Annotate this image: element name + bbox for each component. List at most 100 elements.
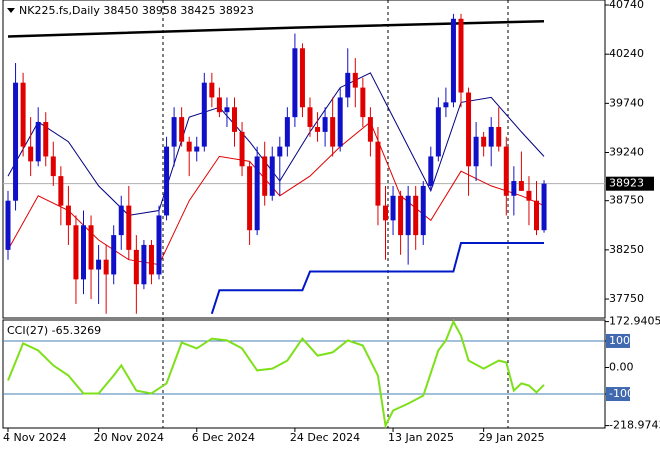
candle-body bbox=[496, 126, 502, 147]
candle-body bbox=[148, 244, 154, 275]
y-tick-label: -218.9743 bbox=[609, 419, 660, 432]
candle-body bbox=[5, 200, 11, 250]
candle-body bbox=[360, 87, 366, 118]
x-tick-label: 13 Jan 2025 bbox=[388, 431, 454, 444]
level-tag bbox=[606, 387, 630, 402]
candle-body bbox=[254, 156, 260, 231]
candle-body bbox=[383, 205, 388, 221]
candle-body bbox=[141, 244, 147, 285]
price-tag bbox=[606, 176, 654, 191]
y-tick-label: 37750 bbox=[609, 292, 644, 305]
candle-body bbox=[541, 183, 547, 231]
chart-title: NK225.fs,Daily 38450 38958 38425 38923 bbox=[19, 4, 254, 17]
candle-body bbox=[216, 97, 222, 113]
candle-body bbox=[277, 146, 283, 157]
price-tag-label: 38923 bbox=[609, 177, 644, 190]
candle-body bbox=[247, 166, 253, 231]
candle-body bbox=[28, 146, 34, 162]
candle-body bbox=[262, 156, 268, 196]
candle-body bbox=[35, 122, 41, 162]
candle-body bbox=[179, 117, 185, 142]
indicator-line bbox=[7, 72, 545, 216]
y-tick-label: 0.00 bbox=[609, 360, 634, 373]
candle-body bbox=[284, 117, 290, 147]
y-tick-label: 40240 bbox=[609, 47, 644, 60]
candle-body bbox=[413, 195, 419, 236]
candle-body bbox=[171, 117, 177, 147]
candle-body bbox=[81, 225, 86, 280]
candle-body bbox=[111, 235, 117, 275]
candle-body bbox=[194, 146, 200, 152]
candle-body bbox=[375, 141, 381, 206]
candle-body bbox=[352, 72, 358, 88]
candle-body bbox=[458, 18, 464, 93]
y-tick-label: 38750 bbox=[609, 194, 644, 207]
x-tick-label: 29 Jan 2025 bbox=[479, 431, 545, 444]
y-tick-label: -100 bbox=[609, 387, 634, 400]
candle-body bbox=[450, 18, 456, 103]
candle-body bbox=[88, 225, 94, 270]
title-arrow bbox=[7, 8, 15, 13]
level-tag bbox=[606, 333, 630, 348]
candle-body bbox=[488, 126, 494, 147]
y-tick-label: 39740 bbox=[609, 96, 644, 109]
candle-body bbox=[299, 48, 305, 108]
candle-body bbox=[96, 259, 102, 270]
candle-body bbox=[13, 82, 19, 201]
price-panel bbox=[2, 0, 606, 319]
candle-body bbox=[58, 176, 64, 206]
candle-body bbox=[239, 131, 245, 167]
candle-body bbox=[466, 92, 472, 167]
candle-body bbox=[420, 185, 426, 236]
candle-body bbox=[65, 205, 71, 226]
indicator-label: CCI(27) -65.3269 bbox=[7, 324, 101, 337]
candle-body bbox=[345, 72, 351, 98]
candle-body bbox=[322, 117, 328, 132]
candle-body bbox=[73, 225, 79, 280]
candle-body bbox=[126, 205, 132, 250]
x-tick-label: 4 Nov 2024 bbox=[3, 431, 66, 444]
candle-body bbox=[315, 126, 321, 132]
candle-body bbox=[518, 181, 524, 191]
candle-body bbox=[164, 146, 170, 216]
candle-body bbox=[435, 107, 441, 157]
y-tick-label: 39240 bbox=[609, 146, 644, 159]
candle-body bbox=[224, 107, 230, 113]
y-tick-label: 172.9405 bbox=[609, 315, 660, 328]
candle-body bbox=[209, 82, 215, 98]
candle-body bbox=[405, 195, 411, 236]
candle-body bbox=[398, 195, 404, 236]
cci-line bbox=[7, 319, 545, 429]
cci-panel bbox=[2, 319, 606, 429]
y-tick-label: 100 bbox=[609, 334, 630, 347]
candle-body bbox=[534, 200, 539, 231]
candle-body bbox=[50, 156, 56, 177]
candle-body bbox=[503, 146, 509, 196]
candle-body bbox=[232, 107, 237, 132]
candle-body bbox=[118, 205, 124, 236]
x-tick-label: 6 Dec 2024 bbox=[192, 431, 255, 444]
candle-body bbox=[330, 117, 336, 147]
candle-body bbox=[186, 141, 192, 152]
candle-body bbox=[43, 122, 49, 157]
candle-body bbox=[20, 82, 26, 147]
x-tick-label: 24 Dec 2024 bbox=[290, 431, 360, 444]
y-tick-label: 40740 bbox=[609, 0, 644, 11]
candle-body bbox=[511, 181, 517, 196]
candle-body bbox=[307, 107, 313, 127]
indicator-line bbox=[7, 19, 545, 38]
candle-body bbox=[473, 136, 479, 167]
candle-body bbox=[443, 102, 449, 108]
y-tick-label: 38250 bbox=[609, 243, 644, 256]
candle-body bbox=[481, 136, 487, 147]
x-tick-label: 20 Nov 2024 bbox=[94, 431, 164, 444]
indicator-line bbox=[7, 121, 545, 266]
indicator-line bbox=[210, 242, 544, 315]
candle-body bbox=[201, 82, 207, 147]
candle-body bbox=[269, 156, 275, 196]
candle-body bbox=[367, 117, 373, 142]
candle-body bbox=[428, 156, 434, 186]
candle-body bbox=[156, 215, 162, 275]
candle-body bbox=[133, 249, 139, 285]
